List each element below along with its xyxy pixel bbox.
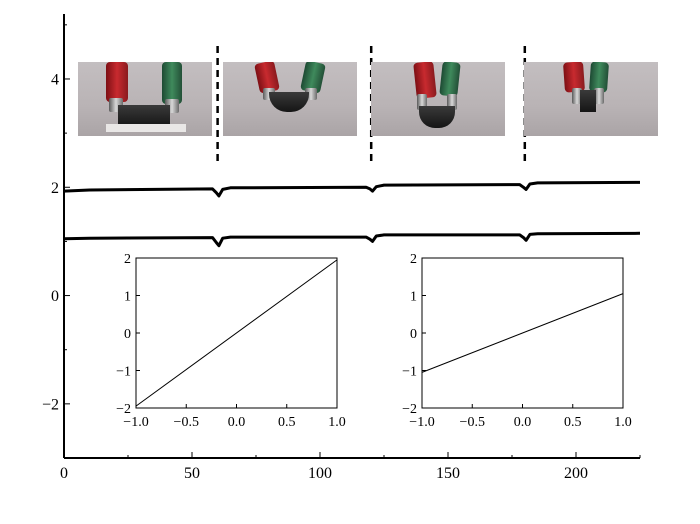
series-line-1 — [63, 231, 641, 248]
x-tick-label: 0.5 — [564, 415, 582, 430]
series-line-0 — [135, 259, 338, 407]
x-tick-label: −0.5 — [174, 415, 199, 430]
y-tick-label: 1 — [124, 289, 131, 304]
x-tick-label: −1.0 — [123, 415, 148, 430]
y-tick-label: 2 — [124, 252, 131, 267]
sample-photo-1 — [78, 62, 212, 136]
x-tick-label: 0.0 — [514, 415, 532, 430]
y-tick-label: −1 — [116, 364, 131, 379]
y-tick-label: 0 — [410, 327, 417, 342]
sample-photo-2 — [223, 62, 357, 136]
x-tick-label: 200 — [564, 465, 588, 482]
x-tick-label: 150 — [436, 465, 460, 482]
y-tick-label: 0 — [51, 288, 59, 305]
y-tick-label: 2 — [51, 180, 59, 197]
y-tick-label: −2 — [402, 402, 417, 417]
y-tick-label: 4 — [51, 72, 59, 89]
sample-photo-3 — [371, 62, 505, 136]
y-tick-label: 0 — [124, 327, 131, 342]
y-tick-label: 2 — [410, 252, 417, 267]
series-line-0 — [63, 180, 641, 198]
y-tick-label: −2 — [42, 396, 59, 413]
y-tick-label: 1 — [410, 289, 417, 304]
x-tick-label: 50 — [184, 465, 200, 482]
y-tick-label: −2 — [116, 402, 131, 417]
x-tick-label: 100 — [308, 465, 332, 482]
y-tick-label: −1 — [402, 364, 417, 379]
x-tick-label: 1.0 — [328, 415, 346, 430]
x-tick-label: 0.0 — [228, 415, 246, 430]
sample-photo-4 — [524, 62, 658, 136]
x-tick-label: −0.5 — [460, 415, 485, 430]
series-line-0 — [421, 293, 624, 373]
x-tick-label: −1.0 — [409, 415, 434, 430]
x-tick-label: 0.5 — [278, 415, 296, 430]
x-tick-label: 0 — [60, 465, 68, 482]
x-tick-label: 1.0 — [614, 415, 632, 430]
